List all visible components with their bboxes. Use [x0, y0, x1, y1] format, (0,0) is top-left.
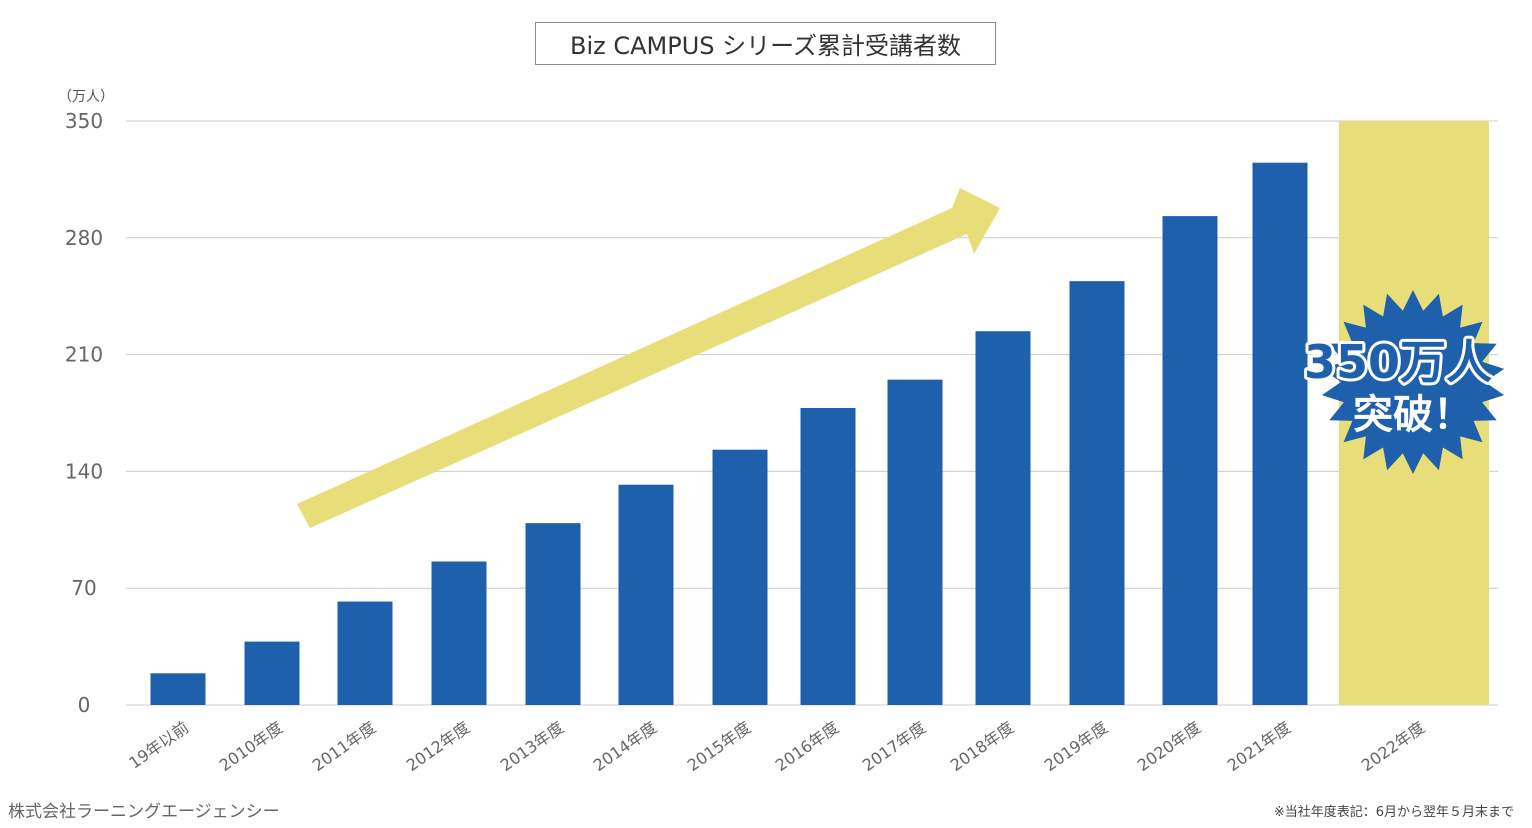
x-axis: 19年以前 2010年度 2011年度 2012年度 2013年度 2014年度 2015年…: [125, 718, 1428, 775]
y-tick-label: 350: [65, 109, 103, 133]
y-tick-label: 140: [65, 459, 103, 483]
x-tick-label: 2020年度: [1134, 718, 1204, 775]
fiscal-year-note: ※当社年度表記：6月から翌年５月末まで: [1273, 805, 1514, 820]
bar: [1252, 162, 1308, 705]
x-tick-label: 2022年度: [1358, 718, 1428, 775]
y-tick-label: 0: [78, 693, 91, 717]
bar: [618, 484, 674, 705]
bars: [150, 121, 1489, 705]
y-tick-label: 210: [65, 343, 103, 367]
x-tick-label: 2013年度: [497, 718, 567, 775]
x-tick-label: 2011年度: [309, 718, 379, 775]
bar: [431, 561, 487, 705]
bar: [887, 379, 943, 705]
chart-title: Biz CAMPUS シリーズ累計受講者数: [535, 22, 996, 65]
bar: [1162, 216, 1218, 705]
x-tick-label: 2014年度: [590, 718, 660, 775]
bar: [712, 449, 768, 705]
bar: [1069, 281, 1125, 705]
bar: [150, 673, 206, 705]
badge-line-2: 突破！: [1353, 392, 1473, 438]
badge-line-1: 350万人: [1304, 335, 1492, 389]
bar: [975, 331, 1031, 705]
trend-arrow: [297, 188, 1000, 528]
x-tick-label: 2017年度: [859, 718, 929, 775]
x-tick-label: 2019年度: [1041, 718, 1111, 775]
x-tick-label: 2010年度: [216, 718, 286, 775]
y-tick-label: 70: [71, 576, 96, 600]
y-tick-label: 280: [65, 226, 103, 250]
x-tick-label: 2015年度: [684, 718, 754, 775]
x-tick-label: 2018年度: [947, 718, 1017, 775]
bar: [244, 641, 300, 705]
y-unit-label: （万人）: [58, 89, 114, 105]
bar: [337, 601, 393, 705]
bar: [800, 407, 856, 705]
company-name: 株式会社ラーニングエージェンシー: [8, 802, 280, 822]
x-tick-label: 2016年度: [772, 718, 842, 775]
x-tick-label: 19年以前: [125, 718, 192, 773]
annotation-badge: 350万人 突破！: [1301, 290, 1505, 474]
x-tick-label: 2012年度: [403, 718, 473, 775]
y-axis: 0 70 140 210 280 350: [65, 109, 103, 717]
trend-arrow-icon: [297, 188, 1000, 528]
x-tick-label: 2021年度: [1224, 718, 1294, 775]
starburst-icon: [1321, 290, 1505, 474]
bar: [525, 523, 581, 705]
